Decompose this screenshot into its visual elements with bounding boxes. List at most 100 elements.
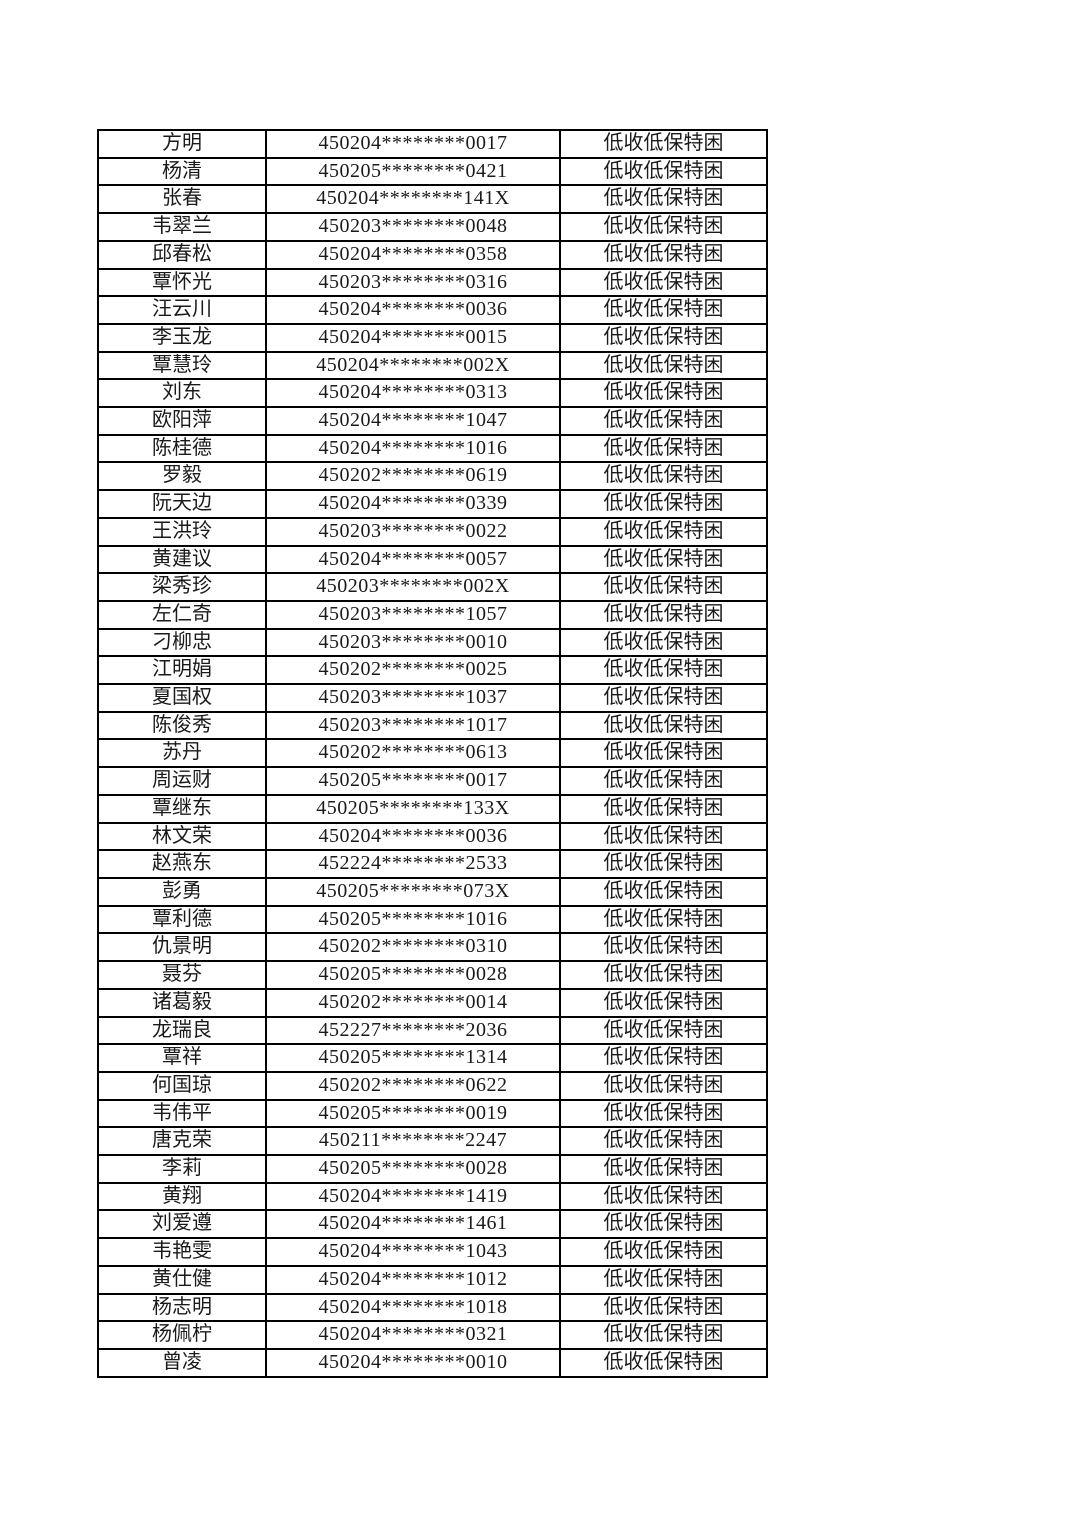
- category-cell: 低收低保特困: [559, 683, 768, 713]
- id-number-cell: 450202********0619: [265, 461, 561, 492]
- category-cell: 低收低保特困: [559, 544, 768, 575]
- table-row: 李莉 450205********0028 低收低保特困: [97, 1154, 768, 1184]
- category-cell: 低收低保特困: [559, 960, 768, 990]
- table-row: 欧阳萍 450204********1047 低收低保特困: [97, 406, 768, 436]
- category-cell: 低收低保特困: [559, 821, 768, 852]
- category-cell: 低收低保特困: [559, 1347, 768, 1378]
- table-row: 刁柳忠 450203********0010 低收低保特困: [97, 627, 768, 658]
- category-cell: 低收低保特困: [559, 378, 768, 409]
- category-cell: 低收低保特困: [559, 212, 768, 242]
- name-cell: 杨佩柠: [97, 1320, 267, 1350]
- id-number-cell: 450203********0010: [265, 627, 561, 658]
- category-cell: 低收低保特困: [559, 350, 768, 381]
- name-cell: 龙瑞良: [97, 1015, 267, 1046]
- id-number-cell: 450204********1016: [265, 433, 561, 464]
- category-cell: 低收低保特困: [559, 1292, 768, 1323]
- table-row: 阮天边 450204********0339 低收低保特困: [97, 489, 768, 519]
- id-number-cell: 450204********1461: [265, 1209, 561, 1240]
- table-row: 王洪玲 450203********0022 低收低保特困: [97, 516, 768, 547]
- category-cell: 低收低保特困: [559, 1181, 768, 1212]
- category-cell: 低收低保特困: [559, 904, 768, 935]
- name-cell: 黄翔: [97, 1181, 267, 1212]
- category-cell: 低收低保特困: [559, 1264, 768, 1295]
- table-row: 邱春松 450204********0358 低收低保特困: [97, 239, 768, 270]
- category-cell: 低收低保特困: [559, 129, 768, 159]
- category-cell: 低收低保特困: [559, 461, 768, 492]
- id-number-cell: 450204********0015: [265, 322, 561, 353]
- id-number-cell: 450202********0014: [265, 987, 561, 1018]
- id-number-cell: 450205********0421: [265, 156, 561, 187]
- category-cell: 低收低保特困: [559, 766, 768, 796]
- table-row: 杨佩柠 450204********0321 低收低保特困: [97, 1320, 768, 1350]
- id-number-cell: 450203********1037: [265, 683, 561, 713]
- records-table-body: 方明 450204********0017 低收低保特困 杨清 450205******…: [97, 129, 768, 1378]
- table-row: 杨清 450205********0421 低收低保特困: [97, 156, 768, 187]
- category-cell: 低收低保特困: [559, 987, 768, 1018]
- table-row: 黄翔 450204********1419 低收低保特困: [97, 1181, 768, 1212]
- id-number-cell: 450204********0358: [265, 239, 561, 270]
- table-row: 龙瑞良 452227********2036 低收低保特困: [97, 1015, 768, 1046]
- id-number-cell: 450203********0022: [265, 516, 561, 547]
- id-number-cell: 450204********1018: [265, 1292, 561, 1323]
- category-cell: 低收低保特困: [559, 1209, 768, 1240]
- name-cell: 诸葛毅: [97, 987, 267, 1018]
- name-cell: 左仁奇: [97, 599, 267, 630]
- id-number-cell: 450205********1016: [265, 904, 561, 935]
- name-cell: 邱春松: [97, 239, 267, 270]
- name-cell: 汪云川: [97, 295, 267, 325]
- name-cell: 阮天边: [97, 489, 267, 519]
- name-cell: 覃利德: [97, 904, 267, 935]
- category-cell: 低收低保特困: [559, 1320, 768, 1350]
- category-cell: 低收低保特困: [559, 627, 768, 658]
- name-cell: 陈桂德: [97, 433, 267, 464]
- table-row: 赵燕东 452224********2533 低收低保特困: [97, 849, 768, 879]
- table-row: 覃慧玲 450204********002X 低收低保特困: [97, 350, 768, 381]
- table-row: 何国琼 450202********0622 低收低保特困: [97, 1070, 768, 1101]
- table-row: 黄仕健 450204********1012 低收低保特困: [97, 1264, 768, 1295]
- table-row: 刘东 450204********0313 低收低保特困: [97, 378, 768, 409]
- category-cell: 低收低保特困: [559, 1043, 768, 1073]
- category-cell: 低收低保特困: [559, 710, 768, 741]
- table-row: 黄建议 450204********0057 低收低保特困: [97, 544, 768, 575]
- name-cell: 梁秀珍: [97, 572, 267, 602]
- name-cell: 聂芬: [97, 960, 267, 990]
- name-cell: 江明娟: [97, 655, 267, 686]
- id-number-cell: 450204********1043: [265, 1237, 561, 1267]
- name-cell: 欧阳萍: [97, 406, 267, 436]
- id-number-cell: 450205********0017: [265, 766, 561, 796]
- id-number-cell: 450204********0017: [265, 129, 561, 159]
- id-number-cell: 450204********141X: [265, 184, 561, 215]
- id-number-cell: 450203********1017: [265, 710, 561, 741]
- table-row: 夏国权 450203********1037 低收低保特困: [97, 683, 768, 713]
- category-cell: 低收低保特困: [559, 876, 768, 907]
- table-row: 覃祥 450205********1314 低收低保特困: [97, 1043, 768, 1073]
- table-row: 陈桂德 450204********1016 低收低保特困: [97, 433, 768, 464]
- table-row: 仇景明 450202********0310 低收低保特困: [97, 932, 768, 963]
- table-row: 彭勇 450205********073X 低收低保特困: [97, 876, 768, 907]
- id-number-cell: 450202********0613: [265, 738, 561, 769]
- category-cell: 低收低保特困: [559, 406, 768, 436]
- id-number-cell: 450204********0313: [265, 378, 561, 409]
- name-cell: 彭勇: [97, 876, 267, 907]
- name-cell: 韦艳雯: [97, 1237, 267, 1267]
- id-number-cell: 450204********1047: [265, 406, 561, 436]
- id-number-cell: 450204********0057: [265, 544, 561, 575]
- table-row: 陈俊秀 450203********1017 低收低保特困: [97, 710, 768, 741]
- category-cell: 低收低保特困: [559, 156, 768, 187]
- id-number-cell: 450204********1419: [265, 1181, 561, 1212]
- name-cell: 李莉: [97, 1154, 267, 1184]
- category-cell: 低收低保特困: [559, 184, 768, 215]
- name-cell: 覃怀光: [97, 267, 267, 298]
- id-number-cell: 450204********0339: [265, 489, 561, 519]
- name-cell: 张春: [97, 184, 267, 215]
- id-number-cell: 450203********0316: [265, 267, 561, 298]
- category-cell: 低收低保特困: [559, 322, 768, 353]
- name-cell: 刁柳忠: [97, 627, 267, 658]
- id-number-cell: 450205********133X: [265, 793, 561, 824]
- category-cell: 低收低保特困: [559, 849, 768, 879]
- name-cell: 杨志明: [97, 1292, 267, 1323]
- id-number-cell: 450204********0036: [265, 821, 561, 852]
- category-cell: 低收低保特困: [559, 1237, 768, 1267]
- category-cell: 低收低保特困: [559, 267, 768, 298]
